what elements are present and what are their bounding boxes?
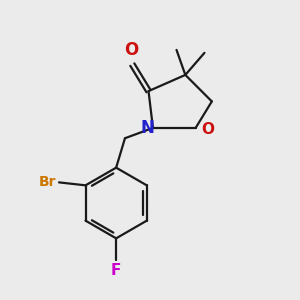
Text: Br: Br <box>39 176 56 189</box>
Text: F: F <box>111 263 121 278</box>
Text: N: N <box>141 119 154 137</box>
Text: O: O <box>202 122 214 137</box>
Text: O: O <box>124 41 138 59</box>
